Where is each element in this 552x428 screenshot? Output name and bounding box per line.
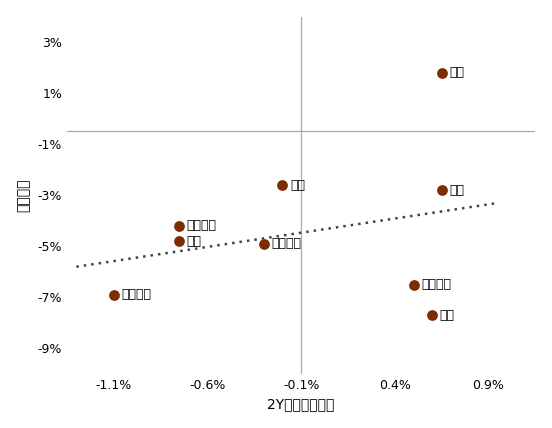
- Text: 澳元: 澳元: [449, 184, 464, 197]
- Text: 加元: 加元: [187, 235, 202, 248]
- Y-axis label: 汇率变动: 汇率变动: [17, 178, 31, 212]
- Text: 挪威克朗: 挪威克朗: [421, 278, 451, 291]
- Text: 瑞士法郎: 瑞士法郎: [187, 220, 217, 232]
- Text: 瑞典克朗: 瑞典克朗: [121, 288, 151, 301]
- Point: [428, 312, 437, 319]
- Text: 欧元: 欧元: [290, 178, 305, 192]
- Point: [109, 291, 118, 298]
- Point: [175, 223, 184, 229]
- X-axis label: 2Y国债利差变动: 2Y国债利差变动: [268, 397, 335, 411]
- Point: [409, 281, 418, 288]
- Point: [259, 241, 268, 247]
- Point: [437, 187, 446, 193]
- Point: [437, 69, 446, 76]
- Text: 英镑: 英镑: [449, 66, 464, 79]
- Text: 新西兰元: 新西兰元: [271, 237, 301, 250]
- Point: [175, 238, 184, 245]
- Text: 日元: 日元: [440, 309, 455, 322]
- Point: [278, 181, 287, 188]
